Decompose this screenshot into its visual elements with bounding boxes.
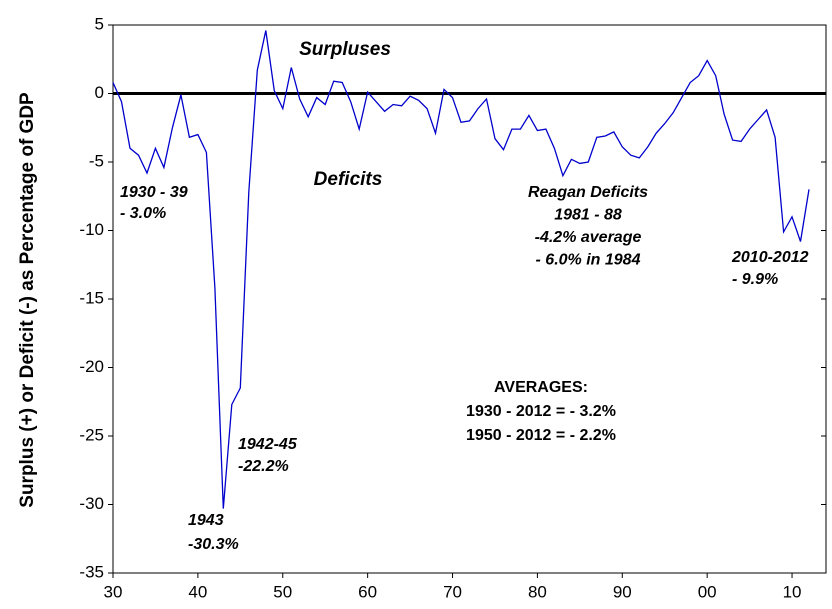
y-axis-label: Surplus (+) or Deficit (-) as Percentage… — [17, 92, 38, 508]
y-tick-label: -15 — [79, 288, 104, 307]
annotation: 1942-45 — [238, 436, 298, 453]
x-tick-label: 00 — [698, 582, 717, 601]
y-tick-label: -30 — [79, 494, 104, 513]
x-tick-label: 50 — [273, 582, 292, 601]
y-tick-label: -20 — [79, 357, 104, 376]
x-tick-label: 80 — [528, 582, 547, 601]
annotation: Reagan Deficits — [528, 184, 648, 201]
annotation: AVERAGES: — [494, 379, 588, 396]
y-tick-label: 0 — [95, 83, 104, 102]
annotation: -22.2% — [238, 458, 289, 475]
annotation: 1930 - 2012 = - 3.2% — [466, 403, 616, 420]
y-tick-label: -10 — [79, 220, 104, 239]
annotation: Surpluses — [299, 39, 391, 60]
x-tick-label: 10 — [783, 582, 802, 601]
y-tick-label: -35 — [79, 562, 104, 581]
x-tick-label: 30 — [104, 582, 123, 601]
annotation: 1943 — [188, 512, 224, 529]
annotation: -30.3% — [188, 536, 239, 553]
annotation: - 6.0% in 1984 — [536, 252, 641, 269]
annotation: - 3.0% — [120, 205, 166, 222]
x-tick-label: 60 — [358, 582, 377, 601]
y-tick-label: -5 — [89, 151, 104, 170]
plot-frame — [112, 24, 827, 574]
y-tick-label: -25 — [79, 425, 104, 444]
x-tick-label: 40 — [188, 582, 207, 601]
x-tick-label: 90 — [613, 582, 632, 601]
annotation: Deficits — [314, 169, 383, 190]
annotation: 1981 - 88 — [554, 207, 622, 224]
annotation: -4.2% average — [535, 229, 642, 246]
x-tick-label: 70 — [443, 582, 462, 601]
annotation: 2010-2012 — [731, 249, 809, 266]
annotation: - 9.9% — [732, 271, 778, 288]
annotation: 1930 - 39 — [120, 184, 188, 201]
y-tick-label: 5 — [95, 14, 104, 33]
annotation: 1950 - 2012 = - 2.2% — [466, 427, 616, 444]
data-line — [112, 30, 810, 509]
